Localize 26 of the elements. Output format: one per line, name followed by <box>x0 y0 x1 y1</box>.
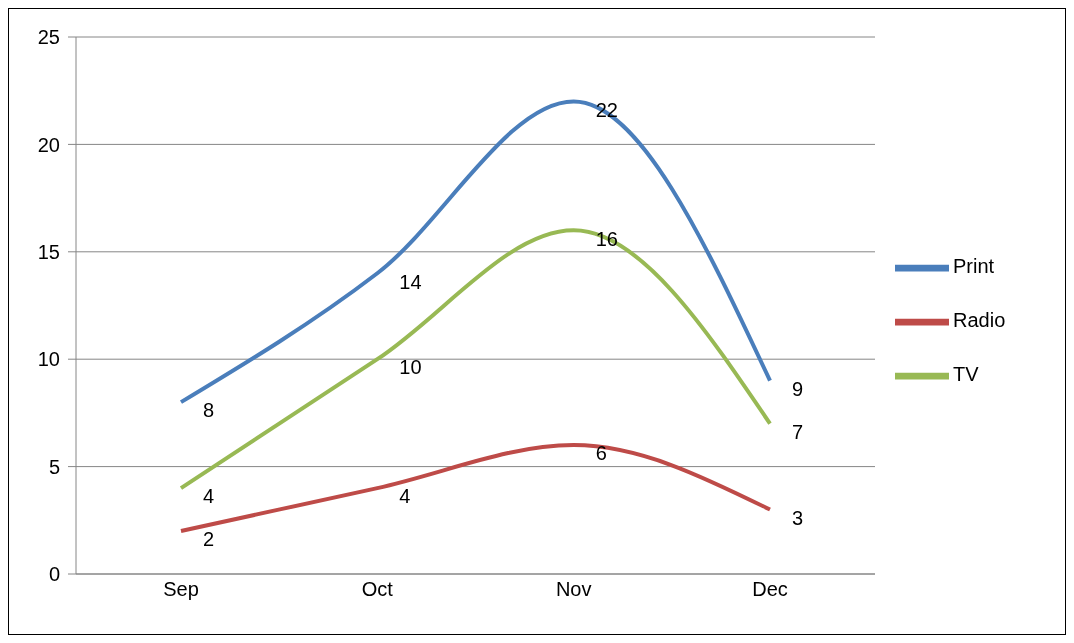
y-tick-label: 10 <box>37 348 60 371</box>
data-label: 7 <box>792 420 804 443</box>
y-tick-label: 15 <box>37 240 60 263</box>
x-tick-label: Nov <box>555 578 592 601</box>
data-label: 6 <box>595 442 607 465</box>
y-tick-label: 25 <box>37 26 60 49</box>
data-label: 14 <box>399 270 422 293</box>
x-tick-label: Dec <box>752 578 788 601</box>
data-label: 4 <box>399 485 411 508</box>
legend-label: Radio <box>953 308 1006 331</box>
data-label: 8 <box>203 399 215 422</box>
x-tick-label: Sep <box>163 578 199 601</box>
line-series <box>179 99 772 405</box>
line-series <box>179 228 772 491</box>
data-label: 10 <box>399 356 422 379</box>
data-label: 4 <box>203 485 215 508</box>
data-label: 2 <box>203 528 215 551</box>
legend-label: TV <box>953 362 979 385</box>
line-series <box>179 443 772 534</box>
y-tick-label: 0 <box>48 563 60 586</box>
y-tick-label: 20 <box>37 133 60 156</box>
legend-label: Print <box>953 254 995 277</box>
data-label: 3 <box>792 506 804 529</box>
x-tick-label: Oct <box>361 578 394 601</box>
y-tick-label: 5 <box>48 455 60 478</box>
data-label: 9 <box>792 377 804 400</box>
